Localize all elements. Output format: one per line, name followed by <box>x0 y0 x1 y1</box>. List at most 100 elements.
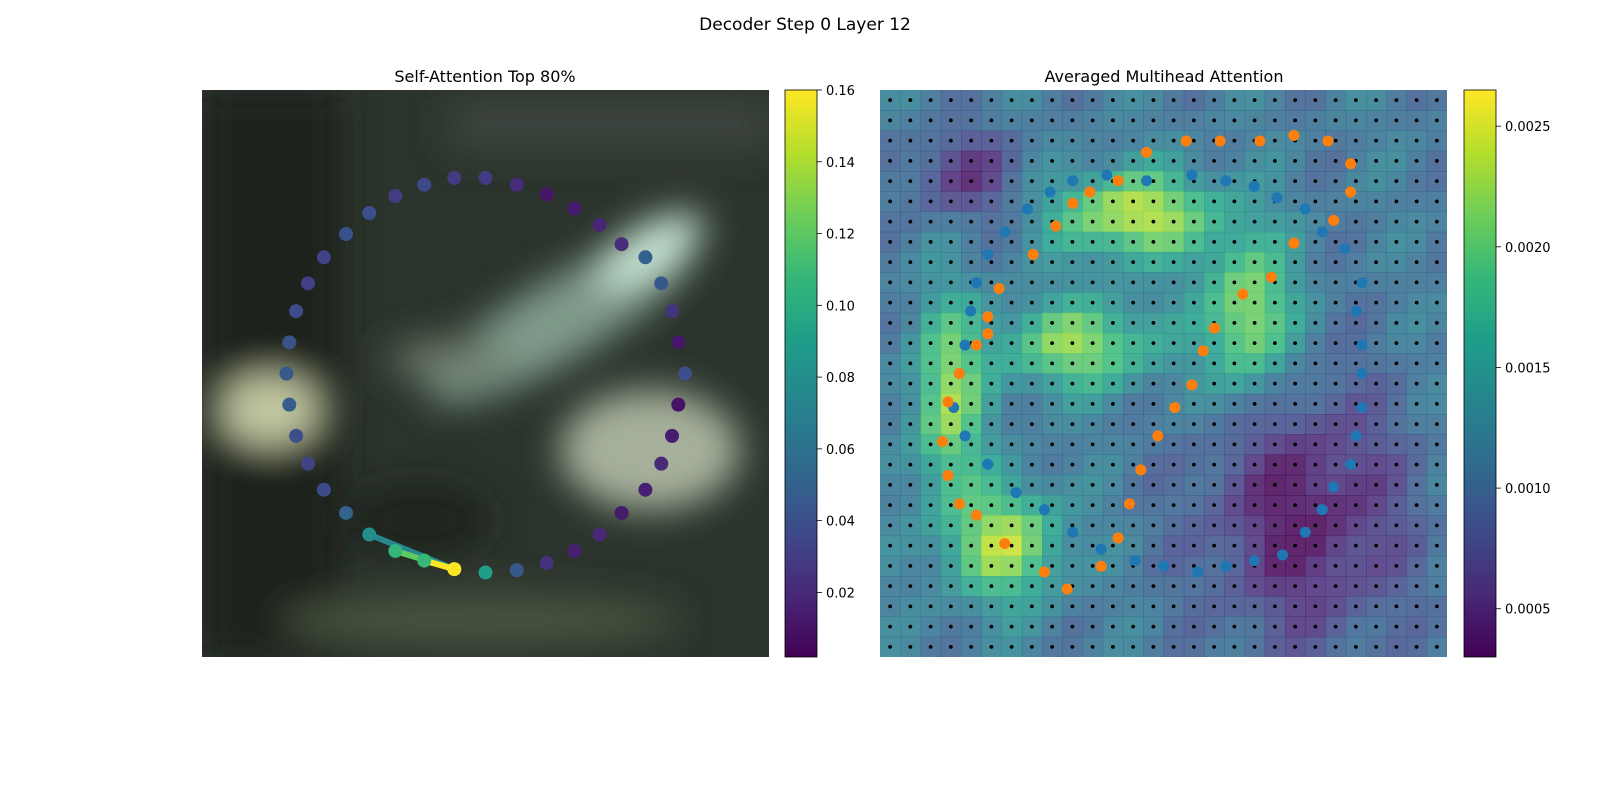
grid-dot <box>1353 482 1358 487</box>
grid-dot <box>1171 604 1176 609</box>
grid-dot <box>948 280 953 285</box>
grid-dot <box>1232 462 1237 467</box>
orange-sequence-point <box>1112 175 1124 187</box>
grid-dot <box>1009 320 1014 325</box>
grid-dot <box>948 543 953 548</box>
grid-dot <box>989 563 994 568</box>
grid-dot <box>1050 158 1055 163</box>
grid-dot <box>1232 158 1237 163</box>
grid-dot <box>1293 381 1298 386</box>
grid-dot <box>969 543 974 548</box>
grid-dot <box>1272 563 1277 568</box>
grid-dot <box>1171 563 1176 568</box>
blue-sequence-point <box>1010 487 1022 499</box>
grid-dot <box>1434 523 1439 528</box>
grid-dot <box>1171 320 1176 325</box>
grid-dot <box>1050 563 1055 568</box>
grid-dot <box>1050 503 1055 508</box>
grid-dot <box>1252 320 1257 325</box>
grid-dot <box>1009 158 1014 163</box>
grid-dot <box>1353 239 1358 244</box>
grid-dot <box>1414 199 1419 204</box>
grid-dot <box>1029 239 1034 244</box>
grid-dot <box>1414 503 1419 508</box>
grid-dot <box>1353 219 1358 224</box>
grid-dot <box>969 482 974 487</box>
grid-dot <box>1110 381 1115 386</box>
grid-dot <box>1070 563 1075 568</box>
grid-dot <box>1191 462 1196 467</box>
grid-dot <box>1252 239 1257 244</box>
vertex-point <box>417 553 432 568</box>
grid-dot <box>928 300 933 305</box>
grid-dot <box>1070 219 1075 224</box>
grid-dot <box>1212 503 1217 508</box>
colorbar-tick-label: 0.0005 <box>1505 603 1551 618</box>
grid-dot <box>1252 401 1257 406</box>
grid-dot <box>1232 644 1237 649</box>
grid-dot <box>1353 138 1358 143</box>
grid-dot <box>1212 260 1217 265</box>
grid-dot <box>928 381 933 386</box>
blue-sequence-point <box>1101 169 1113 181</box>
grid-dot <box>1434 584 1439 589</box>
grid-dot <box>1252 361 1257 366</box>
grid-dot <box>1090 280 1095 285</box>
grid-dot <box>1353 118 1358 123</box>
grid-dot <box>1414 644 1419 649</box>
grid-dot <box>948 503 953 508</box>
grid-dot <box>989 98 994 103</box>
grid-dot <box>1110 543 1115 548</box>
orange-sequence-point <box>1027 248 1039 260</box>
blue-sequence-point <box>1186 169 1198 181</box>
grid-dot <box>989 158 994 163</box>
grid-dot <box>1110 300 1115 305</box>
grid-dot <box>1313 158 1318 163</box>
grid-dot <box>1272 219 1277 224</box>
grid-dot <box>1191 401 1196 406</box>
grid-dot <box>1313 543 1318 548</box>
colorbar-tick-label: 0.10 <box>826 299 855 314</box>
grid-dot <box>1151 300 1156 305</box>
grid-dot <box>948 138 953 143</box>
grid-dot <box>1252 523 1257 528</box>
grid-dot <box>1009 624 1014 629</box>
grid-dot <box>1009 341 1014 346</box>
grid-dot <box>1313 239 1318 244</box>
grid-dot <box>928 361 933 366</box>
grid-dot <box>1090 138 1095 143</box>
grid-dot <box>1414 381 1419 386</box>
grid-dot <box>1333 401 1338 406</box>
grid-dot <box>1131 523 1136 528</box>
colorbar-tick-label: 0.0010 <box>1505 482 1551 497</box>
grid-dot <box>1029 320 1034 325</box>
grid-dot <box>989 584 994 589</box>
grid-dot <box>1232 503 1237 508</box>
grid-dot <box>1110 624 1115 629</box>
grid-dot <box>1232 442 1237 447</box>
grid-dot <box>1110 422 1115 427</box>
grid-dot <box>989 280 994 285</box>
grid-dot <box>1313 179 1318 184</box>
grid-dot <box>989 381 994 386</box>
grid-dot <box>1171 98 1176 103</box>
grid-dot <box>908 401 913 406</box>
grid-dot <box>1394 361 1399 366</box>
grid-dot <box>908 118 913 123</box>
grid-dot <box>1070 260 1075 265</box>
grid-dot <box>1232 422 1237 427</box>
colorbar-tick-label: 0.16 <box>826 84 855 99</box>
grid-dot <box>1374 300 1379 305</box>
grid-dot <box>1394 462 1399 467</box>
grid-dot <box>1252 341 1257 346</box>
orange-sequence-point <box>1180 135 1192 147</box>
vertex-point <box>289 304 304 319</box>
grid-dot <box>989 179 994 184</box>
grid-dot <box>1191 604 1196 609</box>
grid-dot <box>989 320 994 325</box>
grid-dot <box>888 422 893 427</box>
grid-dot <box>1374 341 1379 346</box>
grid-dot <box>1050 260 1055 265</box>
grid-dot <box>1232 563 1237 568</box>
vertex-point <box>638 250 653 265</box>
